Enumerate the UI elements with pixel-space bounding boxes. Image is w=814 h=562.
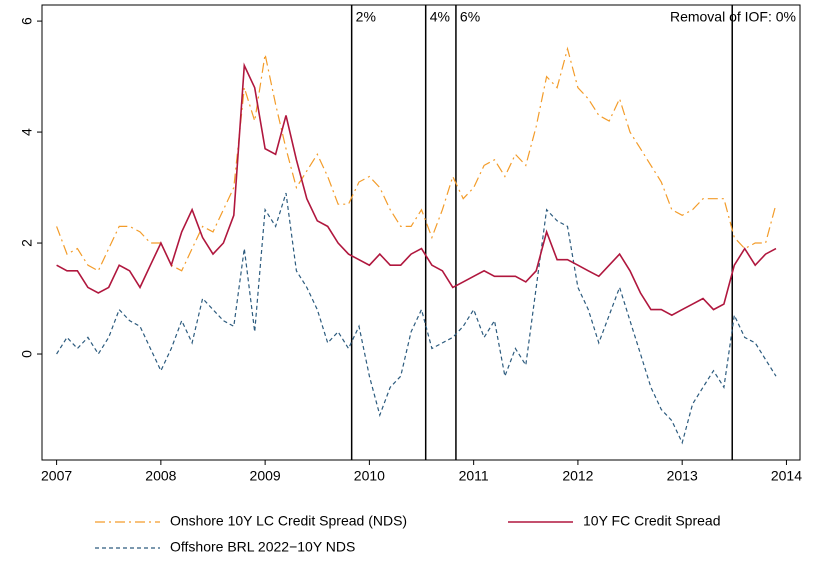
x-tick-label: 2007 (41, 468, 72, 484)
y-tick-label: 4 (19, 128, 35, 136)
series-line (56, 46, 777, 272)
annotation-label: 4% (430, 9, 450, 25)
series-line (56, 192, 777, 445)
annotation-label: 6% (460, 9, 480, 25)
annotation-label: Removal of IOF: 0% (670, 9, 796, 25)
series-line (56, 62, 777, 317)
x-tick-label: 2008 (145, 468, 176, 484)
y-tick-label: 6 (19, 17, 35, 25)
x-tick-label: 2010 (354, 468, 385, 484)
legend-label: Offshore BRL 2022−10Y NDS (170, 539, 355, 555)
plot-frame (41, 4, 801, 461)
y-tick-label: 0 (19, 350, 35, 358)
x-tick-label: 2013 (667, 468, 698, 484)
legend-label: Onshore 10Y LC Credit Spread (NDS) (170, 513, 407, 529)
x-tick-label: 2009 (250, 468, 281, 484)
x-tick-label: 2012 (562, 468, 593, 484)
x-tick-label: 2014 (771, 468, 802, 484)
annotation-label: 2% (356, 9, 376, 25)
x-tick-label: 2011 (459, 468, 489, 484)
legend-label: 10Y FC Credit Spread (583, 513, 720, 529)
y-tick-label: 2 (19, 239, 35, 247)
